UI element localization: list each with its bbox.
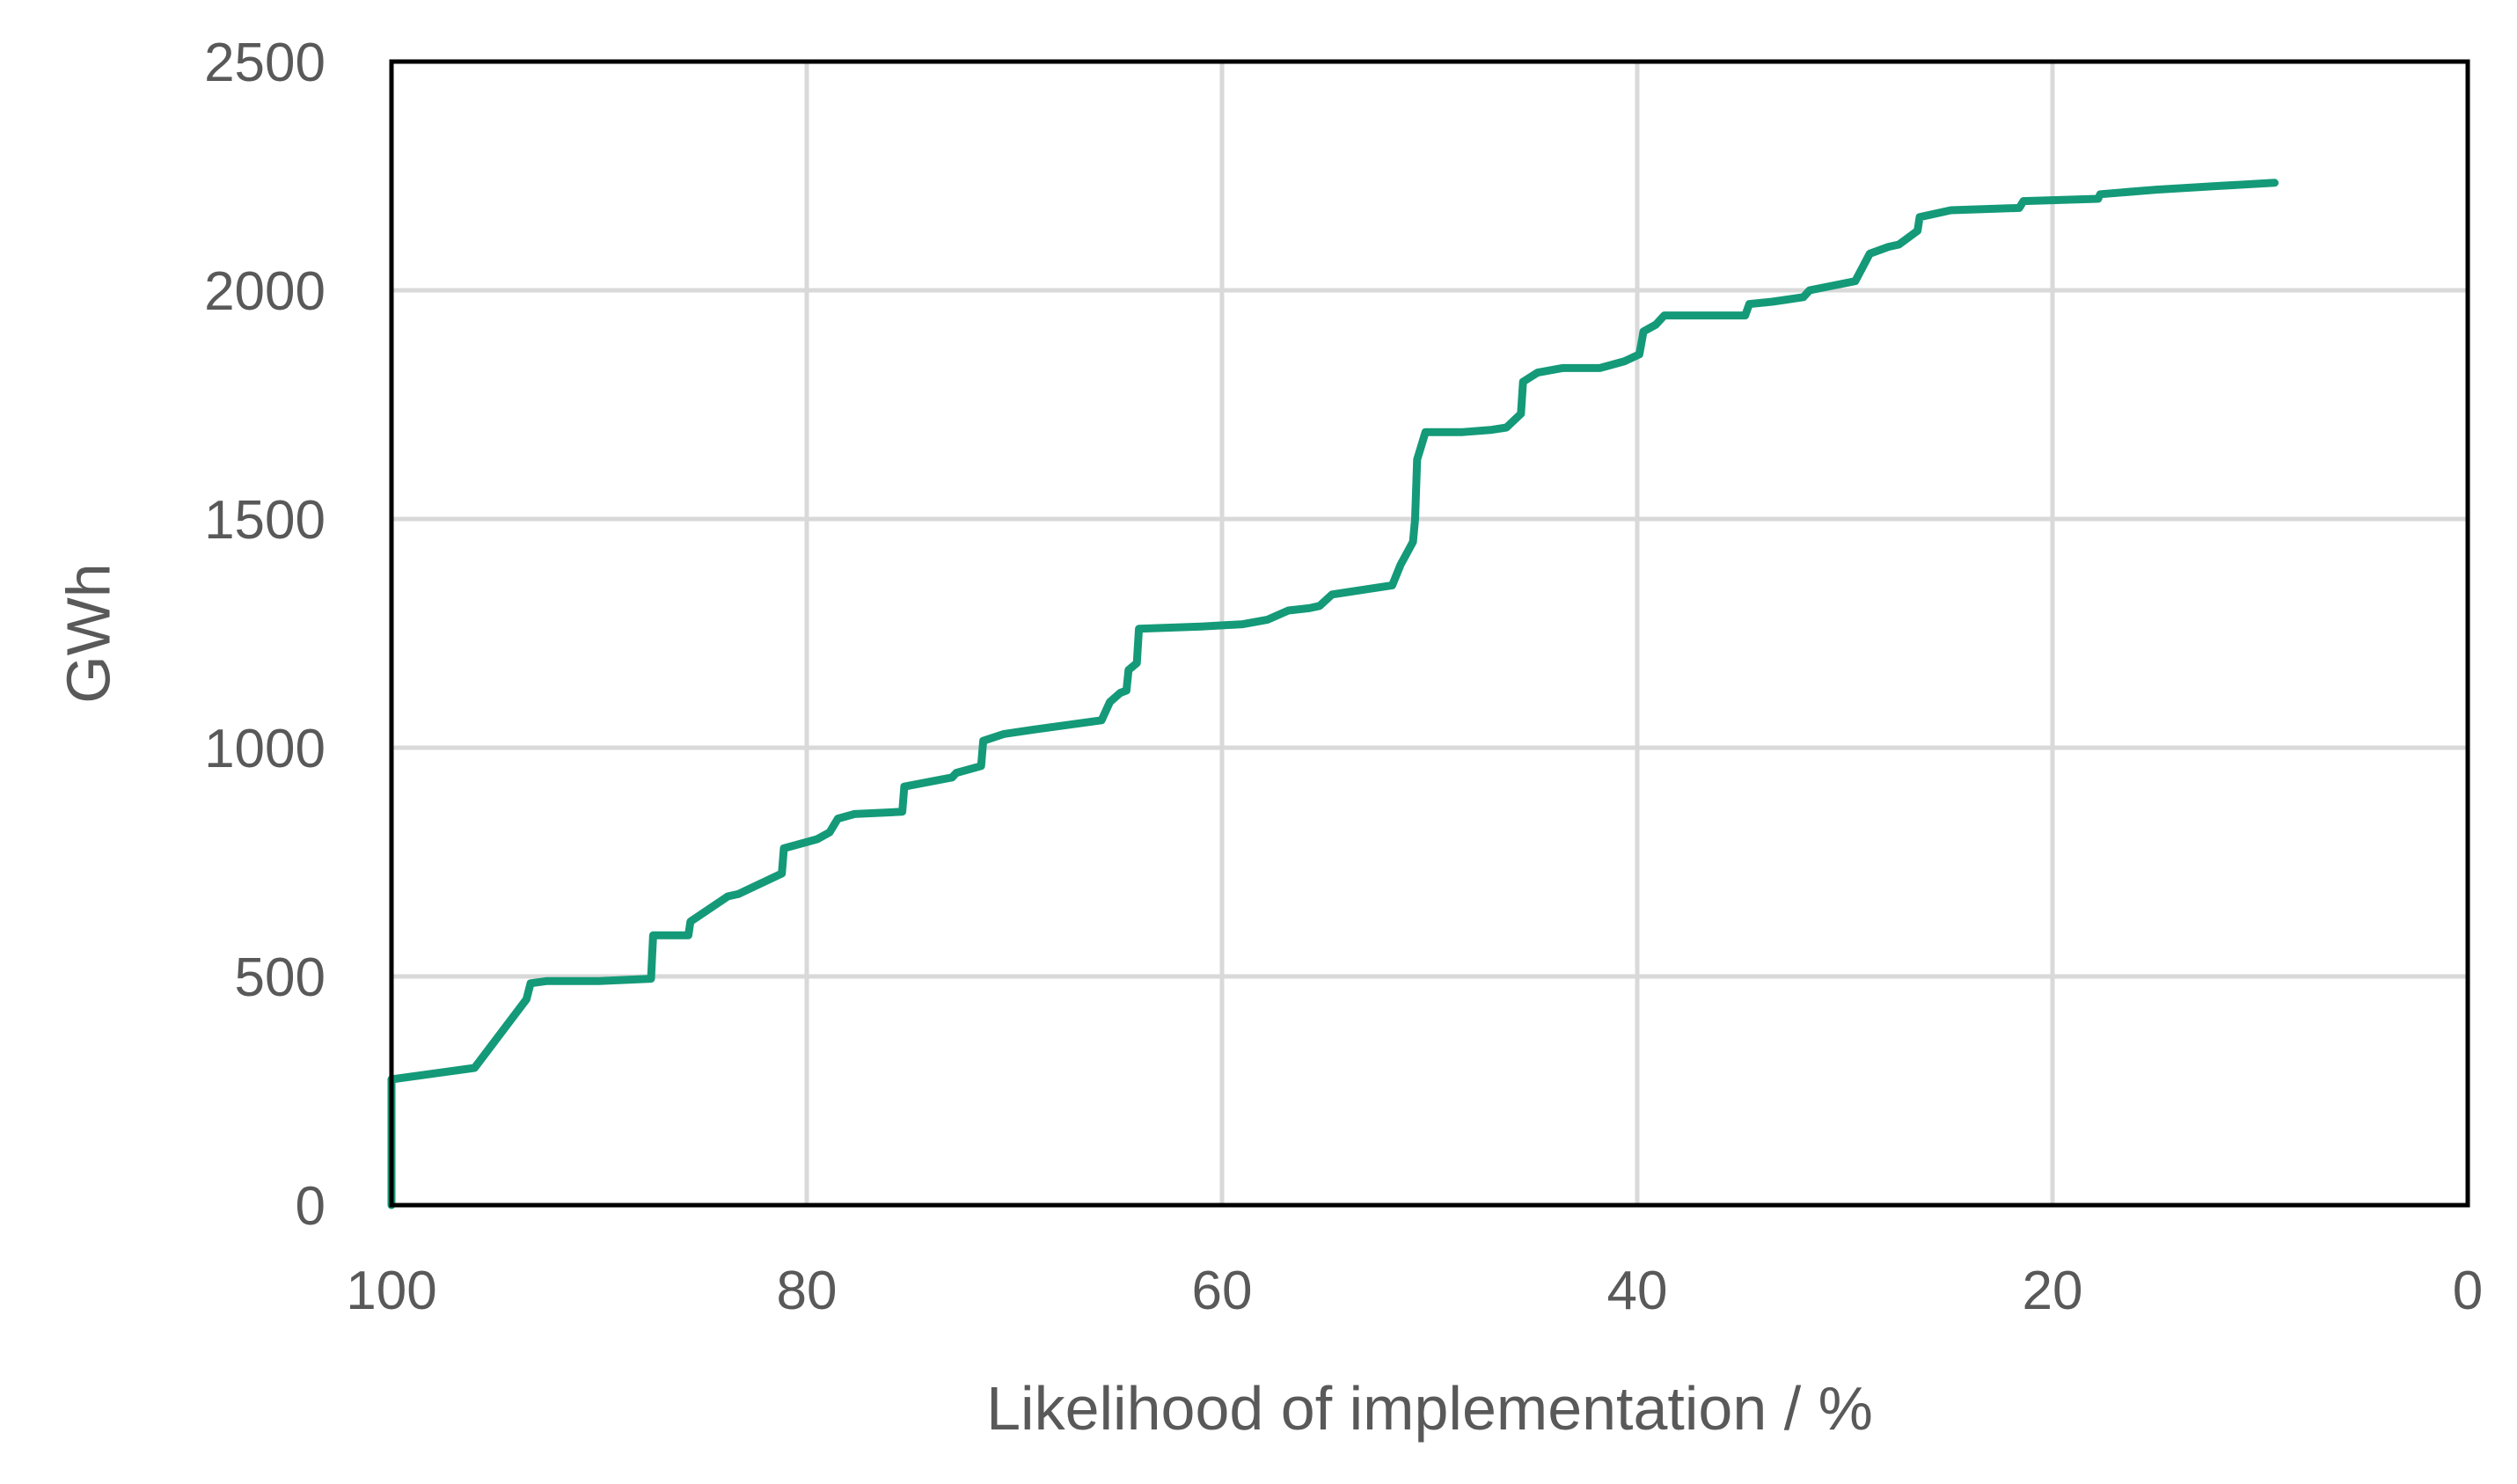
x-tick-label: 0 — [2453, 1261, 2483, 1321]
gridlines — [389, 59, 2470, 1208]
series-layer — [387, 179, 2279, 1210]
x-tick-label: 40 — [1607, 1261, 1668, 1321]
x-tick-label: 80 — [777, 1261, 838, 1321]
y-tick-label: 2500 — [204, 33, 326, 93]
plot-area-border — [389, 59, 2470, 1208]
series-line-0 — [387, 179, 2279, 1210]
x-axis-title: Likelihood of implementation / % — [986, 1374, 1873, 1443]
y-axis-tick-labels: 0 500 1000 1500 2000 2500 — [204, 33, 326, 1237]
x-tick-label: 20 — [2023, 1261, 2083, 1321]
x-tick-label: 100 — [346, 1261, 436, 1321]
y-tick-label: 1000 — [204, 719, 326, 779]
y-tick-label: 500 — [235, 947, 326, 1008]
x-tick-label: 60 — [1192, 1261, 1253, 1321]
y-axis-title: GWh — [55, 563, 123, 703]
x-axis-tick-labels: 100 80 60 40 20 0 — [346, 1261, 2483, 1321]
y-tick-label: 0 — [296, 1176, 326, 1237]
y-tick-label: 2000 — [204, 261, 326, 322]
y-tick-label: 1500 — [204, 490, 326, 551]
